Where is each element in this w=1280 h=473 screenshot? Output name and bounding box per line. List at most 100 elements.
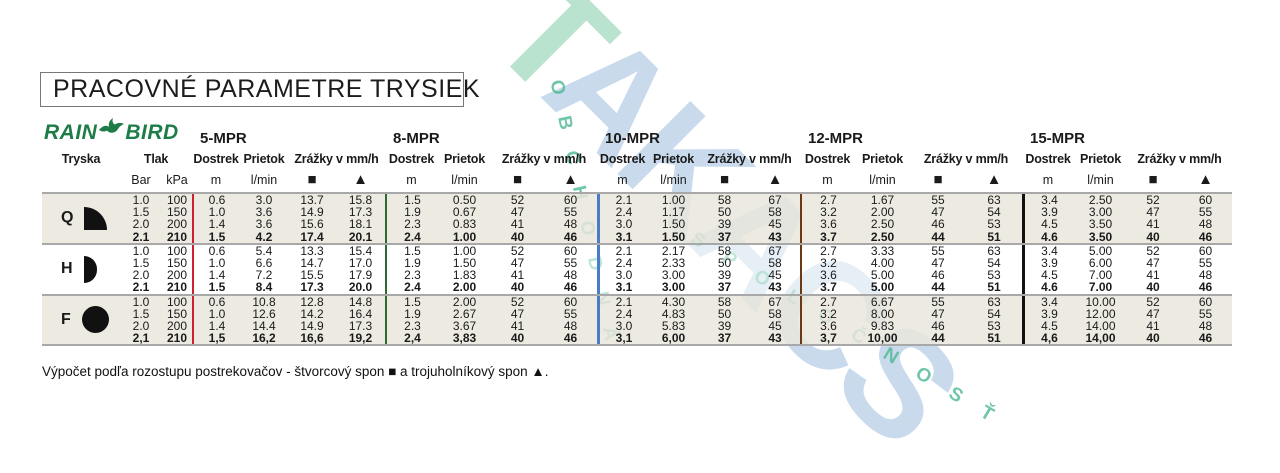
nozzle-group-f: F 1.0 100 0.6 10.8 12.8 14.8 1.5 2.00 52 60 2.1 4.30… (42, 293, 1232, 347)
value-cell: 1.00 (452, 229, 477, 244)
square-spacing-icon: ■ (933, 171, 943, 188)
value-cell: 2.4 (597, 257, 648, 269)
value-cell: 67 (768, 294, 782, 309)
value-cell: 1.9 (385, 257, 438, 269)
unit-m: m (617, 173, 628, 187)
value-cell: 200 (166, 217, 188, 232)
table-row: 2,1 210 1,5 16,2 16,6 19,2 2,4 3,83 40 46 3,1 6,00 3… (42, 331, 1232, 346)
value-cell: 14.7 (300, 255, 324, 270)
value-cell: 13.3 (300, 243, 324, 258)
header-zrazky: Zrážky v mm/h (707, 152, 792, 166)
value-cell: 12.00 (1085, 306, 1116, 321)
value-cell: 1.50 (661, 229, 686, 244)
value-cell: 5.00 (1088, 243, 1113, 258)
value-cell: 45 (768, 217, 782, 232)
value-cell: 52 (510, 243, 525, 258)
square-spacing-icon: ■ (1148, 171, 1158, 188)
triangle-spacing-icon: ▲ (1198, 171, 1213, 188)
value-cell: 48 (563, 268, 578, 283)
header-dostrek: Dostrek (804, 152, 851, 166)
value-cell: 58 (717, 294, 732, 309)
value-cell: 6.00 (1088, 255, 1113, 270)
value-cell: 47 (1146, 306, 1160, 321)
value-cell: 2.1 (597, 194, 648, 206)
value-cell: 2,4 (385, 332, 438, 344)
nozzle-group-q: Q 1.0 100 0.6 3.0 13.7 15.8 1.5 0.50 52 60 2.1 1.00 5… (42, 192, 1232, 243)
value-cell: 48 (1198, 318, 1213, 333)
value-cell: 48 (1198, 268, 1213, 283)
triangle-spacing-icon: ▲ (767, 171, 783, 188)
value-cell: 2.00 (452, 294, 477, 309)
table-row: 1.5 150 1.0 6.6 14.7 17.0 1.9 1.50 47 55 2.4 2.33 50… (42, 255, 1232, 270)
value-cell: 3.00 (1088, 205, 1113, 220)
nozzle-letter: H (61, 260, 73, 278)
value-cell: 12.6 (252, 306, 276, 321)
unit-lmin: l/min (1087, 173, 1114, 187)
value-cell: 3.6 (800, 218, 855, 231)
value-cell: 1.0 (192, 257, 240, 269)
value-cell: 3.67 (452, 318, 477, 333)
value-cell: 2.4 (597, 206, 648, 219)
value-cell: 46 (931, 217, 945, 232)
value-cell: 58 (768, 205, 782, 220)
value-cell: 0.50 (452, 193, 477, 207)
value-cell: 0.67 (452, 205, 477, 220)
value-cell: 3.50 (1088, 217, 1113, 232)
value-cell: 10.00 (1085, 294, 1116, 309)
value-cell: 1.4 (192, 218, 240, 231)
logo-word-rain: RAIN (44, 121, 98, 144)
value-cell: 3.4 (1022, 194, 1074, 206)
value-cell: 67 (768, 243, 782, 258)
value-cell: 55 (1198, 306, 1213, 321)
value-cell: 1.9 (385, 307, 438, 320)
value-cell: 3.2 (800, 257, 855, 269)
square-spacing-icon: ■ (307, 171, 317, 188)
value-cell: 2.67 (452, 306, 477, 321)
value-cell: 17.0 (348, 255, 373, 270)
value-cell: 63 (987, 193, 1001, 207)
value-cell: 55 (931, 294, 945, 309)
full-circle-icon (81, 306, 109, 334)
value-cell: 3.00 (661, 268, 686, 283)
value-cell: 55 (931, 193, 945, 207)
value-cell: 60 (563, 193, 578, 207)
value-cell: 47 (1146, 255, 1160, 270)
value-cell: 100 (166, 243, 188, 258)
value-cell: 13.7 (300, 193, 324, 207)
value-cell: 210 (166, 331, 188, 346)
value-cell: 0.83 (452, 217, 477, 232)
value-cell: 48 (1198, 217, 1213, 232)
value-cell: 15.5 (300, 268, 324, 283)
value-cell: 40 (1146, 331, 1160, 346)
value-cell: 6.67 (870, 294, 895, 309)
value-cell: 47 (510, 306, 525, 321)
unit-lmin: l/min (250, 173, 278, 187)
value-cell: 17.4 (300, 229, 324, 244)
value-cell: 2.50 (870, 217, 895, 232)
value-cell: 2.0 (132, 268, 150, 283)
value-cell: 52 (1146, 294, 1160, 309)
value-cell: 210 (166, 229, 188, 244)
value-cell: 51 (987, 229, 1001, 244)
value-cell: 2.1 (597, 295, 648, 308)
value-cell: 3.4 (1022, 244, 1074, 257)
value-cell: 2.1 (597, 244, 648, 257)
page-title: PRACOVNÉ PARAMETRE TRYSIEK (40, 72, 480, 107)
value-cell: 3,1 (597, 332, 648, 344)
value-cell: 20.1 (348, 229, 373, 244)
nozzle-label-block: F (42, 296, 120, 345)
value-cell: 2.7 (800, 194, 855, 206)
column-header-row: Tryska Tlak Dostrek Prietok Zrážky v mm/h Dos… (42, 150, 1232, 168)
value-cell: 58 (717, 243, 732, 258)
header-dostrek: Dostrek (193, 152, 239, 166)
value-cell: 53 (987, 318, 1001, 333)
unit-m: m (210, 173, 222, 187)
bird-icon (98, 118, 125, 142)
value-cell: 37 (717, 280, 732, 295)
value-cell: 50 (717, 255, 732, 270)
value-cell: 46 (563, 229, 578, 244)
value-cell: 1.0 (192, 206, 240, 219)
value-cell: 58 (768, 255, 782, 270)
footnote: Výpočet podľa rozostupu postrekovačov - … (42, 364, 549, 379)
value-cell: 15.6 (300, 217, 324, 232)
